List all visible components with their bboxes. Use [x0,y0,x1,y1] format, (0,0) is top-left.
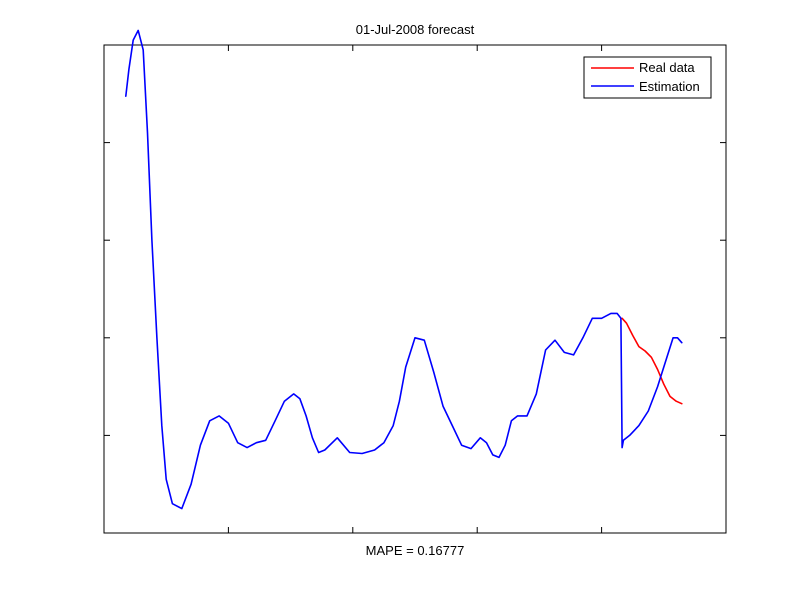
x-axis-label: MAPE = 0.16777 [366,543,465,558]
legend: Real data Estimation [583,56,712,99]
series-layer [125,29,683,510]
chart-title: 01-Jul-2008 forecast [356,22,475,37]
legend-box [583,56,712,99]
series-line-real-data [621,317,683,405]
axis-ticks [104,45,726,533]
series-line-estimation [125,29,683,510]
legend-label-real-data: Real data [639,60,695,75]
legend-label-estimation: Estimation [639,79,700,94]
plot-area [103,44,727,534]
